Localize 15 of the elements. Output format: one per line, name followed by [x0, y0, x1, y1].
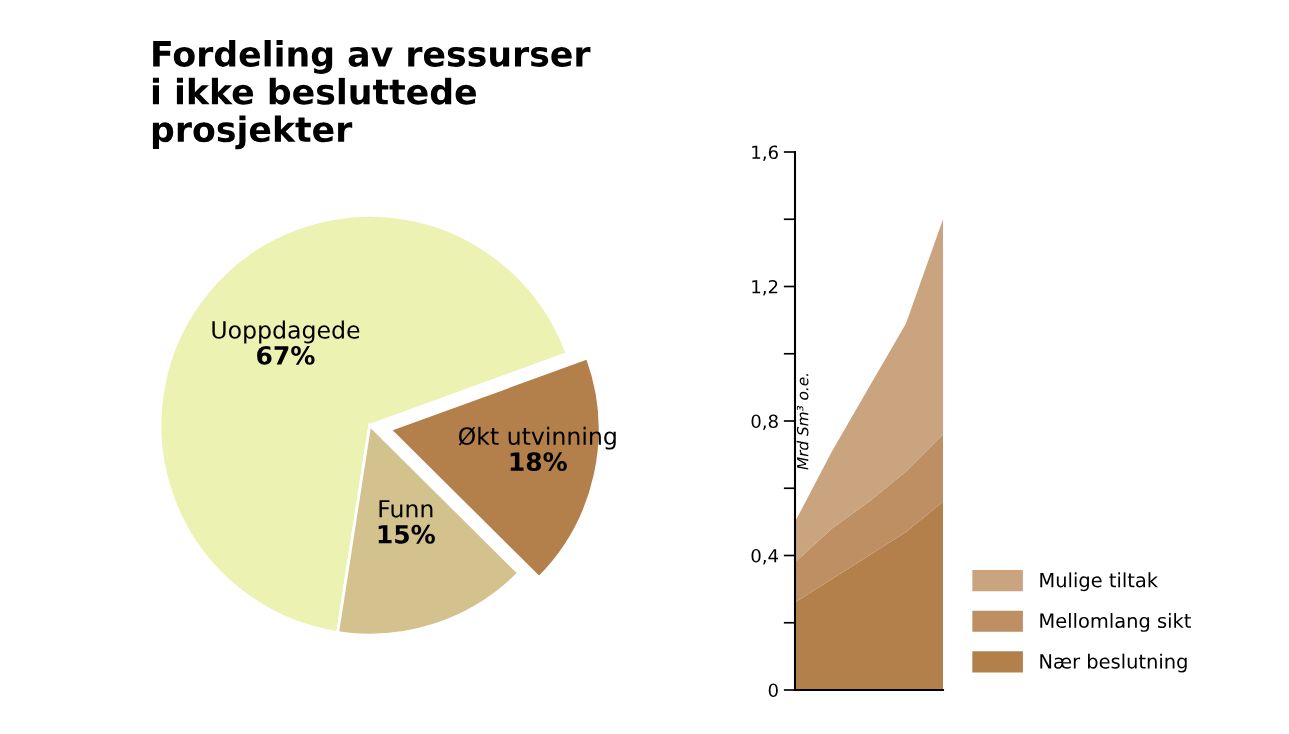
y-tick-label: 1,2 [752, 279, 778, 296]
y-axis-title: Mrd Sm³ o.e. [796, 374, 809, 470]
y-tick-label: 0,4 [751, 548, 779, 565]
legend-label: Nær beslutning [1040, 653, 1187, 673]
y-tick-label: 0,8 [751, 414, 778, 430]
data-label: 15% [378, 524, 435, 544]
data-label: 67% [257, 345, 315, 365]
slice-label: Funn [379, 500, 433, 518]
y-tick-label: 0 [768, 683, 778, 698]
data-label: 18% [510, 452, 567, 472]
legend-label: Mellomlang sikt [1040, 613, 1191, 632]
legend-label: Mulige tiltak [1040, 572, 1159, 592]
chart-title: Fordeling av ressurser i ikke besluttede prosjekter [152, 40, 591, 150]
y-tick-label: 1,6 [752, 145, 778, 161]
slice-label: Uoppdagede [212, 320, 360, 344]
